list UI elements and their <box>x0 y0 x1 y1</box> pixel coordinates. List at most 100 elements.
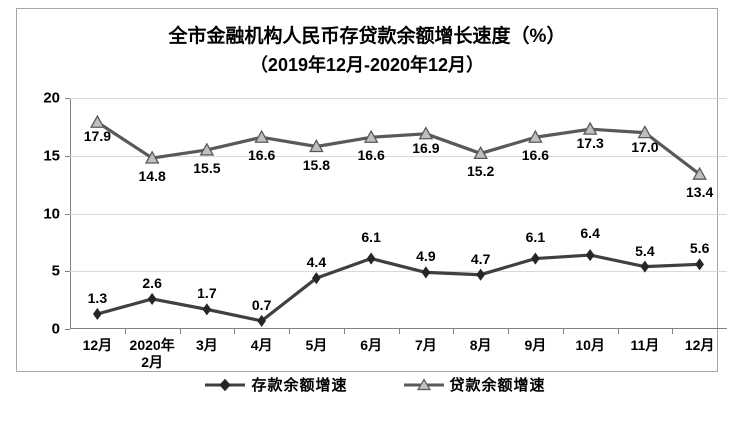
data-point-marker <box>147 292 157 306</box>
data-point-marker <box>421 266 431 279</box>
x-tick-label: 2020年 2月 <box>129 337 175 370</box>
x-tick-label: 7月 <box>414 337 437 353</box>
data-point-marker <box>366 252 376 265</box>
x-tick-mark <box>234 329 236 334</box>
data-point-label: 6.1 <box>525 228 546 245</box>
x-tick-label: 5月 <box>305 337 328 353</box>
y-tick-mark <box>65 329 70 330</box>
x-tick-mark <box>617 329 619 334</box>
data-point-label: 1.7 <box>197 285 217 302</box>
data-point-label: 1.3 <box>87 289 108 306</box>
data-point-marker <box>528 129 543 143</box>
chart-frame: 全市金融机构人民币存贷款余额增长速度（%） （2019年12月-2020年12月… <box>16 8 727 372</box>
data-point-label: 16.9 <box>412 139 440 156</box>
data-point-label: 16.6 <box>521 147 549 164</box>
data-point-label: 13.4 <box>686 184 714 201</box>
y-tick-label: 5 <box>51 262 60 280</box>
data-point-marker <box>637 125 653 139</box>
data-point-marker <box>312 272 321 285</box>
data-point-label: 15.5 <box>193 159 221 176</box>
gridline <box>70 271 727 273</box>
x-tick-label: 4月 <box>250 337 273 353</box>
data-point-label: 15.2 <box>467 163 495 180</box>
data-point-label: 16.6 <box>357 147 385 164</box>
y-tick-label: 10 <box>43 205 60 222</box>
gridline <box>70 155 727 157</box>
data-point-label: 6.1 <box>361 228 381 245</box>
data-point-marker <box>640 260 650 273</box>
legend-label-loan: 贷款余额增速 <box>449 377 546 394</box>
x-axis-line <box>70 328 727 329</box>
data-point-label: 5.4 <box>635 242 655 259</box>
x-tick-label: 9月 <box>524 337 547 353</box>
data-point-label: 4.4 <box>306 254 327 271</box>
data-point-label: 4.9 <box>416 248 436 265</box>
y-tick-mark <box>65 213 70 215</box>
data-point-label: 5.6 <box>689 240 710 257</box>
x-tick-label: 3月 <box>195 337 218 353</box>
x-tick-label: 12月 <box>82 337 113 353</box>
data-point-marker <box>692 166 707 180</box>
data-point-marker <box>582 121 598 135</box>
plot-area: 0 5 10 15 20 12月 2020年 2月 3月 4月 5月 6月 7月 8月 9月 10月 11月 1… <box>43 90 727 370</box>
x-tick-mark <box>508 329 509 334</box>
chart-legend: 存款余额增速 贷款余额增速 <box>0 374 751 395</box>
y-tick-mark <box>65 155 70 157</box>
data-point-marker <box>93 307 102 321</box>
data-point-marker <box>254 129 269 143</box>
data-point-marker <box>476 268 485 281</box>
data-point-marker <box>144 150 160 164</box>
chart-title-line2: （2019年12月-2020年12月） <box>249 55 485 75</box>
data-point-label: 0.7 <box>251 296 272 313</box>
data-point-marker <box>473 145 488 160</box>
x-tick-label: 11月 <box>630 337 660 353</box>
data-point-label: 6.4 <box>580 225 600 242</box>
x-tick-mark <box>179 329 181 334</box>
diamond-marker-icon <box>205 378 246 391</box>
data-point-marker <box>199 142 215 156</box>
gridline <box>70 213 727 215</box>
data-point-marker <box>695 258 704 271</box>
x-tick-mark <box>343 329 345 334</box>
x-tick-label: 10月 <box>575 337 605 353</box>
x-tick-mark <box>672 329 674 334</box>
data-point-marker <box>418 126 434 140</box>
data-point-label: 2.6 <box>142 274 162 291</box>
chart-title-line1: 全市金融机构人民币存贷款余额增长速度（%） <box>168 26 566 47</box>
data-point-marker <box>363 129 379 143</box>
x-tick-mark <box>124 329 126 334</box>
y-tick-mark <box>65 271 70 273</box>
data-point-marker <box>257 314 266 327</box>
data-point-label: 17.3 <box>576 135 604 152</box>
x-tick-mark <box>289 329 290 334</box>
data-point-marker <box>90 114 105 128</box>
x-tick-label: 8月 <box>469 337 492 353</box>
data-point-label: 16.6 <box>248 147 276 164</box>
data-point-label: 14.8 <box>138 168 166 185</box>
x-tick-mark <box>453 329 455 334</box>
gridline <box>70 98 727 99</box>
data-point-marker <box>585 249 595 262</box>
data-point-label: 17.0 <box>631 138 659 155</box>
y-tick-mark <box>65 98 70 99</box>
y-tick-label: 0 <box>51 320 60 338</box>
legend-item-deposit[interactable]: 存款余额增速 <box>205 374 347 395</box>
y-tick-label: 15 <box>43 147 60 165</box>
legend-label-deposit: 存款余额增速 <box>251 377 348 394</box>
data-point-label: 4.7 <box>470 250 491 267</box>
chart-title: 全市金融机构人民币存贷款余额增长速度（%） （2019年12月-2020年12月… <box>17 23 717 79</box>
series-line-2 <box>96 120 701 176</box>
data-point-marker <box>202 303 212 316</box>
data-point-label: 17.9 <box>83 128 111 145</box>
data-point-label: 15.8 <box>302 156 330 173</box>
x-tick-label: 6月 <box>360 337 383 353</box>
y-tick-label: 20 <box>43 89 60 107</box>
legend-item-loan[interactable]: 贷款余额增速 <box>403 374 546 395</box>
x-tick-mark <box>562 329 564 334</box>
data-point-marker <box>531 252 540 265</box>
series-line-1 <box>96 253 700 323</box>
x-tick-label: 12月 <box>684 337 715 353</box>
series-layer <box>90 114 707 327</box>
x-tick-mark <box>398 329 400 334</box>
data-point-marker <box>309 138 324 153</box>
